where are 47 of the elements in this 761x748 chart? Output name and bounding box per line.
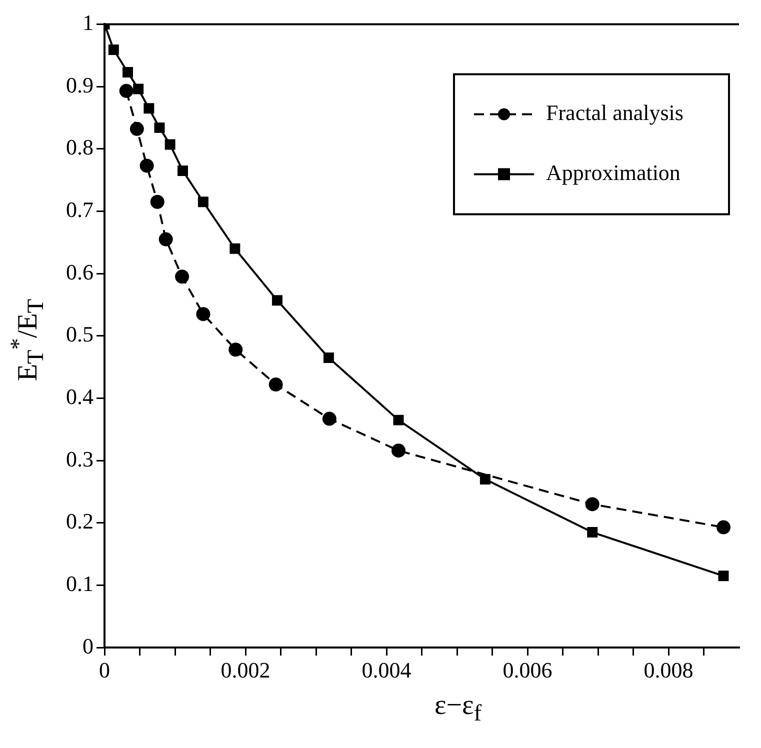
point [133, 84, 144, 94]
point [144, 103, 154, 114]
y-tick-label: 0.3 [66, 446, 94, 472]
y-tick-label: 0.2 [66, 508, 94, 534]
point [323, 352, 334, 363]
point [164, 139, 176, 150]
x-tick-label: 0 [99, 658, 110, 683]
y-tick-label: 0 [82, 633, 94, 658]
point [228, 342, 243, 357]
y-tick-label: 0.6 [66, 259, 94, 284]
point [154, 122, 165, 133]
text: 0.002 [220, 658, 270, 683]
point [175, 270, 190, 284]
point [198, 196, 208, 208]
point [196, 307, 210, 322]
point [130, 122, 144, 136]
point [108, 44, 119, 55]
point [272, 295, 282, 306]
point [268, 378, 283, 392]
point [158, 232, 173, 246]
point [587, 527, 598, 538]
legend-label: Approximation [546, 160, 680, 185]
point [393, 414, 404, 426]
point [480, 474, 490, 485]
y-tick-label: 0.1 [66, 571, 94, 596]
point [716, 520, 730, 534]
point [119, 84, 134, 98]
x-axis-title: ε−ε$_{f}$ [433, 690, 483, 728]
point [391, 444, 406, 458]
point [122, 66, 134, 78]
point [585, 497, 600, 512]
y-tick-label: 0.4 [66, 384, 94, 410]
y-tick-label: 1 [82, 10, 94, 35]
point [322, 412, 336, 426]
point [718, 570, 729, 582]
point [178, 165, 188, 176]
y-tick-label: 0.7 [66, 197, 94, 222]
x-tick-label: 0.004 [362, 658, 412, 683]
point [150, 194, 164, 209]
point [230, 243, 240, 254]
y-tick-label: 0.8 [66, 134, 94, 160]
y-tick-label: 0.9 [66, 72, 94, 98]
x-tick-label: 0.008 [644, 658, 694, 683]
point [140, 158, 154, 173]
x-tick-label: 0.006 [502, 658, 552, 683]
legend-label: Fractal analysis [546, 100, 684, 125]
y-tick-label: 0.5 [66, 322, 94, 347]
